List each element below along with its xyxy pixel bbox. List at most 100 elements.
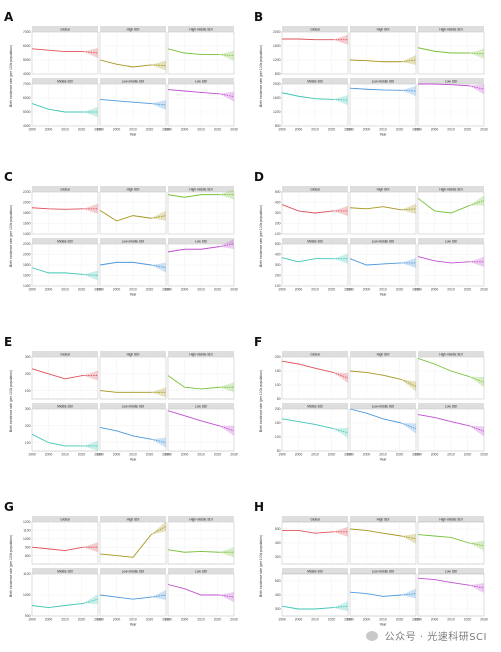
y-tick-label: 200: [275, 355, 281, 359]
chart-A: A Global 4000 5000 6000 7000 High SDI High-midd…: [4, 10, 238, 137]
x-tick-label: 2030: [480, 288, 488, 292]
facet-global: Global 300 400 500: [275, 516, 349, 565]
facet-title: Low-middle SDI: [372, 569, 395, 573]
chart-E: E Global 100 200 300 High SDI High-middle SDI M…: [4, 335, 238, 462]
x-tick-label: 1990: [164, 453, 172, 457]
x-tick-label: 1990: [278, 288, 286, 292]
facet-title: High-middle SDI: [189, 352, 212, 356]
facet-title: High SDI: [377, 517, 390, 521]
y-tick-label: 500: [275, 527, 281, 531]
forecast-band: [151, 387, 166, 398]
forecast-band: [401, 423, 416, 434]
y-tick-label: 2000: [273, 82, 281, 86]
facet-middle-sdi: Middle SDI 50 100 150 200 1990 2000 2010 2020 203…: [275, 403, 352, 457]
facet-strip: [168, 238, 234, 244]
y-tick-label: 1200: [23, 520, 31, 524]
x-tick-label: 2030: [480, 618, 488, 622]
forecast-band: [333, 95, 348, 106]
facet-high-sdi: High SDI: [349, 26, 417, 75]
x-tick-label: 2030: [94, 128, 102, 132]
facet-strip: [168, 568, 234, 574]
facet-title: Middle SDI: [307, 239, 323, 243]
x-tick-label: 2000: [45, 128, 53, 132]
facet-strip: [168, 403, 234, 409]
forecast-band: [333, 526, 348, 537]
x-tick-label: 2030: [480, 453, 488, 457]
x-tick-label: 2010: [447, 453, 455, 457]
facet-strip: [350, 351, 416, 357]
forecast-band: [401, 54, 416, 66]
facet-strip: [350, 186, 416, 192]
x-tick-label: 2030: [412, 618, 420, 622]
watermark-text: 公众号 · 光速科研SCI: [384, 632, 487, 643]
chart-H: H Global 300 400 500 High SDI High-middle SDI M…: [254, 500, 488, 627]
forecast-band: [151, 60, 166, 71]
x-tick-label: 2030: [230, 128, 238, 132]
facet-strip: [418, 186, 484, 192]
facet-strip: [100, 568, 166, 574]
facet-low-middle-sdi: Low-middle SDI 1990 2000 2010 2020 2030: [346, 403, 420, 457]
forecast-band: [333, 427, 348, 438]
facet-title: High-middle SDI: [439, 27, 462, 31]
facet-strip: [282, 403, 348, 409]
y-tick-label: 1600: [273, 44, 281, 48]
x-tick-label: 1990: [96, 453, 104, 457]
facet-high-middle-sdi: High-middle SDI: [167, 186, 235, 235]
x-tick-label: 2000: [181, 453, 189, 457]
series-line: [418, 83, 470, 87]
forecast-band: [333, 601, 348, 612]
facet-strip: [32, 238, 98, 244]
forecast-band: [219, 238, 234, 250]
forecast-band: [219, 592, 234, 603]
facet-title: High-middle SDI: [189, 517, 212, 521]
facet-strip: [32, 78, 98, 84]
facet-strip: [168, 78, 234, 84]
facet-strip: [32, 403, 98, 409]
x-tick-label: 2020: [396, 128, 404, 132]
projection-line: [468, 425, 485, 432]
x-tick-label: 2000: [113, 453, 121, 457]
facet-strip: [168, 351, 234, 357]
x-tick-label: 1990: [346, 128, 354, 132]
panel-letter: D: [254, 170, 264, 184]
x-tick-label: 2020: [396, 453, 404, 457]
y-tick-label: 900: [25, 545, 31, 549]
projection-line: [219, 425, 235, 432]
series-line: [31, 602, 84, 609]
facet-title: Low SDI: [445, 239, 457, 243]
y-tick-label: 900: [25, 614, 31, 618]
series-line: [167, 48, 220, 55]
facet-strip: [282, 516, 348, 522]
chart-G: G Global 800 900 1000 1100 1200 High SDI High-mi…: [4, 500, 238, 627]
series-line: [417, 197, 470, 214]
facet-title: High SDI: [377, 187, 390, 191]
projection-line: [219, 243, 235, 248]
x-tick-label: 1990: [346, 453, 354, 457]
x-tick-label: 1990: [346, 288, 354, 292]
series-line: [99, 534, 152, 558]
series-line: [31, 546, 84, 552]
y-tick-label: 1600: [23, 222, 31, 226]
y-tick-label: 300: [25, 407, 31, 411]
x-tick-label: 2000: [45, 618, 53, 622]
facet-low-middle-sdi: Low-middle SDI 1990 2000 2010 2020 2030: [96, 78, 170, 132]
facet-strip: [100, 351, 166, 357]
x-tick-label: 2000: [363, 453, 371, 457]
y-tick-label: 1000: [23, 593, 31, 597]
forecast-band: [83, 594, 98, 605]
y-tick-label: 800: [25, 554, 31, 558]
facet-high-sdi: High SDI: [99, 351, 167, 400]
y-tick-label: 500: [275, 579, 281, 583]
x-tick-label: 2030: [230, 453, 238, 457]
facet-global: Global 50 100 150 200: [275, 351, 349, 401]
y-tick-label: 300: [275, 263, 281, 267]
facet-high-middle-sdi: High-middle SDI: [167, 26, 235, 75]
facet-title: Global: [310, 517, 320, 521]
projection-line: [400, 422, 417, 430]
facet-global: Global 100 200 300 400 500: [275, 186, 349, 236]
x-tick-label: 1990: [414, 128, 422, 132]
y-tick-label: 200: [275, 407, 281, 411]
x-tick-label: 2020: [464, 128, 472, 132]
forecast-band: [401, 203, 416, 214]
facet-title: Middle SDI: [57, 239, 73, 243]
